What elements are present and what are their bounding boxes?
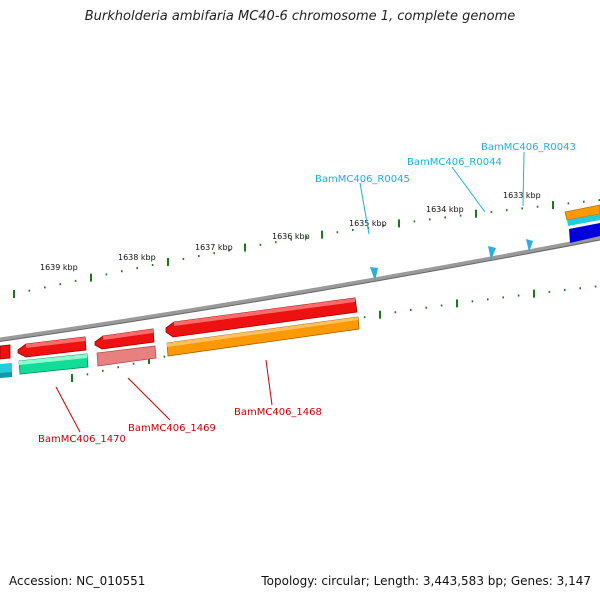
rna-leader-R0045 — [359, 182, 370, 235]
rna-label-R0045[interactable]: BamMC406_R0045 — [315, 174, 410, 185]
cds-leader-1469 — [127, 377, 171, 421]
gene-arrow-1470-teal-shine — [19, 354, 87, 365]
outer-scale-ticks — [13, 199, 600, 298]
scale-label-1633: 1633 kbp — [503, 191, 541, 200]
cds-label-1468[interactable]: BamMC406_1468 — [234, 407, 322, 418]
rna-label-R0043[interactable]: BamMC406_R0043 — [481, 142, 576, 153]
gene-arrow-1469-pink[interactable] — [96, 345, 157, 367]
cds-label-1470[interactable]: BamMC406_1470 — [38, 434, 126, 445]
scale-label-1635: 1635 kbp — [349, 219, 387, 228]
cds-leader-1470 — [55, 386, 81, 433]
chromosome-backbone-shade — [0, 239, 600, 343]
scale-label-1637: 1637 kbp — [195, 243, 233, 252]
cds-leader-1468 — [265, 359, 273, 406]
scale-label-1639: 1639 kbp — [40, 263, 78, 272]
cds-label-1469[interactable]: BamMC406_1469 — [128, 423, 216, 434]
gene-arrow-1468-orange-shine — [167, 317, 358, 347]
map-title: Burkholderia ambifaria MC40-6 chromosome… — [84, 9, 516, 24]
scale-labels: 1633 kbp 1634 kbp 1635 kbp 1636 kbp 1637… — [40, 191, 541, 272]
scale-label-1636: 1636 kbp — [272, 232, 310, 241]
gene-arrow-1468-red-shine — [174, 298, 355, 326]
gene-arrow-1470-red-shine — [26, 337, 85, 348]
gene-arrow-1468-orange[interactable] — [166, 316, 360, 357]
rna-label-R0044[interactable]: BamMC406_R0044 — [407, 157, 502, 168]
rna-leader-R0043 — [522, 151, 525, 207]
accession-text: Accession: NC_010551 — [9, 574, 146, 588]
chromosome-backbone — [0, 235, 600, 342]
gene-arrow-1469-red-shine — [103, 329, 153, 340]
rna-marker-R0044[interactable] — [488, 246, 496, 260]
scale-label-1638: 1638 kbp — [118, 253, 156, 262]
scale-label-1634: 1634 kbp — [426, 205, 464, 214]
gene-arrow-right-cyan[interactable] — [567, 214, 600, 226]
gene-arrow-right-blue[interactable] — [569, 223, 600, 243]
rna-marker-R0043[interactable] — [526, 239, 533, 252]
rna-leader-R0044 — [451, 166, 486, 213]
gene-arrow-right-orange[interactable] — [564, 204, 600, 221]
rna-marker-R0045[interactable] — [370, 267, 378, 281]
gene-arrow-left-red[interactable] — [0, 344, 11, 360]
topology-text: Topology: circular; Length: 3,443,583 bp… — [261, 574, 591, 588]
gene-arrow-left-cyan-dark — [0, 372, 12, 378]
